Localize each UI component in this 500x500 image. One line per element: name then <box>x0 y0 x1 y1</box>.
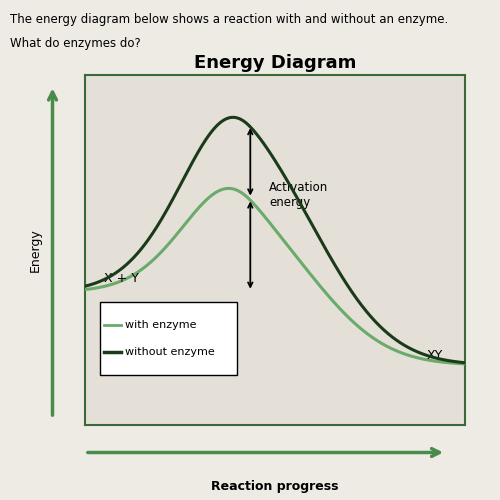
Text: Energy: Energy <box>28 228 42 272</box>
Text: Activation
energy: Activation energy <box>270 181 328 209</box>
Text: without enzyme: without enzyme <box>125 346 214 356</box>
Text: X + Y: X + Y <box>104 272 139 285</box>
Text: The energy diagram below shows a reaction with and without an enzyme.: The energy diagram below shows a reactio… <box>10 12 448 26</box>
Text: with enzyme: with enzyme <box>125 320 196 330</box>
Text: What do enzymes do?: What do enzymes do? <box>10 38 141 51</box>
Text: XY: XY <box>426 348 442 362</box>
FancyBboxPatch shape <box>100 302 237 375</box>
Text: Reaction progress: Reaction progress <box>211 480 339 493</box>
Title: Energy Diagram: Energy Diagram <box>194 54 356 72</box>
